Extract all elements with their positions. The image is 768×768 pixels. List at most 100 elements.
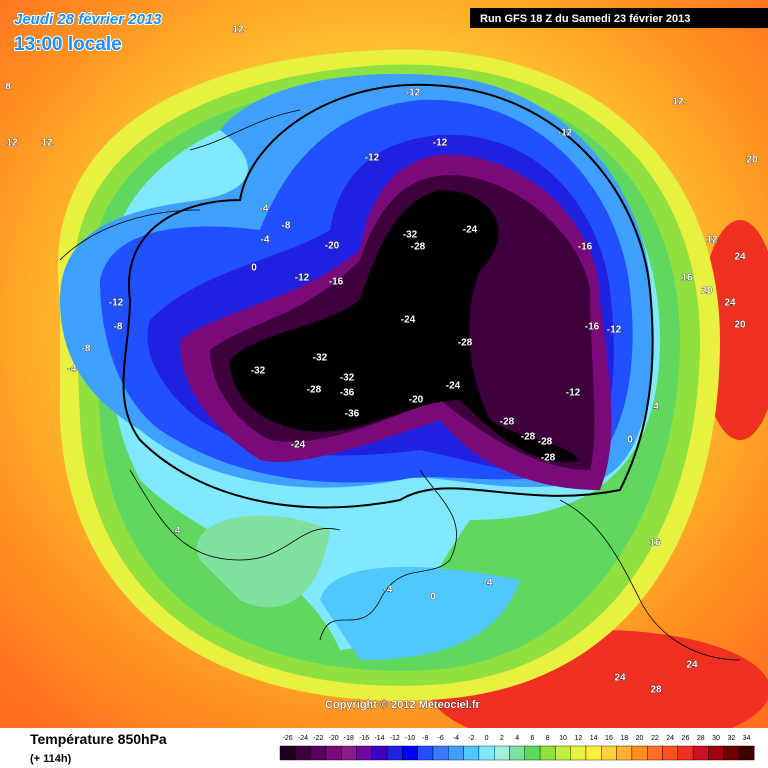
contour-label: -28 [307, 385, 322, 396]
contour-label: 12 [41, 138, 53, 149]
colorbar-swatch [570, 745, 587, 761]
colorbar-label: -2 [468, 735, 474, 742]
colorbar-swatch [708, 745, 724, 761]
colorbar-label: -14 [374, 735, 384, 742]
colorbar-swatch [463, 745, 480, 761]
colorbar-swatch [325, 745, 342, 761]
colorbar-swatch [647, 745, 663, 761]
colorbar-label: 22 [651, 735, 659, 742]
contour-label: 24 [724, 298, 736, 309]
colorbar-swatch [386, 745, 403, 761]
colorbar-label: 12 [574, 735, 582, 742]
colorbar-swatch [417, 745, 434, 761]
contour-label: -4 [484, 578, 493, 589]
footer-lead: (+ 114h) [30, 753, 72, 765]
contour-label: 12 [6, 138, 18, 149]
colorbar-swatch [631, 745, 648, 761]
colorbar-label: 18 [620, 735, 628, 742]
contour-label: -12 [433, 138, 448, 149]
colorbar-label: 26 [682, 735, 690, 742]
contour-label: -28 [411, 242, 426, 253]
colorbar-swatch [539, 745, 556, 761]
colorbar-swatch [616, 745, 633, 761]
contour-label: 16 [681, 273, 693, 284]
contour-label: -16 [578, 242, 593, 253]
contour-label: 0 [627, 435, 633, 446]
colorbar-label: 4 [515, 735, 519, 742]
contour-label: 16 [649, 538, 661, 549]
colorbar: -26 -24 -22 -20 -18 -16 -14 -12 -10 -8 -6 -4 -2 0 2 4 6 8… [279, 735, 755, 761]
colorbar-swatch [356, 745, 373, 761]
contour-label: -12 [295, 273, 310, 284]
colorbar-label: 14 [590, 735, 598, 742]
contour-label: 12 [706, 235, 718, 246]
contour-label: 4 [653, 402, 659, 413]
colorbar-swatch [738, 745, 755, 761]
colorbar-swatch [402, 745, 418, 761]
contour-label: -12 [566, 388, 581, 399]
colorbar-label: -20 [328, 735, 338, 742]
colorbar-label: -12 [390, 735, 400, 742]
contour-label: -4 [172, 526, 181, 537]
colorbar-label: 28 [697, 735, 705, 742]
map-labels: -12-12-12-12-16-24-32-28-20-16-24-28-32-… [5, 24, 758, 696]
contour-label: -4 [261, 235, 270, 246]
colorbar-swatch [509, 745, 526, 761]
colorbar-swatch [692, 745, 709, 761]
contour-label: -28 [500, 417, 515, 428]
colorbar-label: 6 [530, 735, 534, 742]
colorbar-label: 34 [743, 735, 751, 742]
colorbar-swatch [601, 745, 617, 761]
run-info: Run GFS 18 Z du Samedi 23 février 2013 [480, 13, 690, 25]
colorbar-label: -26 [283, 735, 293, 742]
colorbar-label: -18 [344, 735, 354, 742]
contour-label: -28 [458, 338, 473, 349]
contour-label: -4 [384, 585, 393, 596]
colorbar-swatch [432, 745, 449, 761]
contour-label: 24 [614, 673, 626, 684]
contour-label: 12 [232, 25, 244, 36]
colorbar-label: 8 [546, 735, 550, 742]
contour-label: -16 [585, 322, 600, 333]
map-date: Jeudi 28 février 2013 [14, 11, 162, 28]
colorbar-swatch [555, 745, 571, 761]
colorbar-swatch [310, 745, 327, 761]
colorbar-swatch [448, 745, 464, 761]
colorbar-swatch [478, 745, 495, 761]
contour-label: -8 [282, 221, 291, 232]
contour-label: -20 [409, 395, 424, 406]
colorbar-label: -8 [422, 735, 428, 742]
colorbar-swatch [723, 745, 740, 761]
colorbar-label: 2 [500, 735, 504, 742]
contour-label: 0 [251, 263, 257, 274]
colorbar-label: -24 [298, 735, 308, 742]
contour-label: -24 [401, 315, 416, 326]
contour-label: 20 [701, 286, 713, 297]
colorbar-label: -6 [438, 735, 444, 742]
contour-label: 20 [746, 155, 758, 166]
colorbar-swatch [662, 745, 679, 761]
contour-label: -28 [541, 453, 556, 464]
colorbar-swatch [677, 745, 694, 761]
contour-label: -24 [446, 381, 461, 392]
contour-label: -36 [340, 388, 355, 399]
colorbar-swatch [279, 745, 296, 761]
contour-label: -32 [313, 353, 328, 364]
map-time: 13:00 locale [14, 34, 122, 55]
colorbar-label: -10 [405, 735, 415, 742]
colorbar-swatch [371, 745, 388, 761]
contour-label: -4 [260, 204, 269, 215]
contour-label: -24 [463, 225, 478, 236]
contour-label: 12 [672, 97, 684, 108]
contour-label: 24 [686, 660, 698, 671]
contour-label: -8 [114, 322, 123, 333]
contour-label: -28 [538, 437, 553, 448]
colorbar-label: 10 [559, 735, 567, 742]
contour-label: -32 [251, 366, 266, 377]
contour-label: -8 [82, 344, 91, 355]
colorbar-label: 20 [636, 735, 644, 742]
contour-label: -32 [403, 230, 418, 241]
contour-label: 28 [650, 685, 662, 696]
colorbar-swatch [585, 745, 602, 761]
